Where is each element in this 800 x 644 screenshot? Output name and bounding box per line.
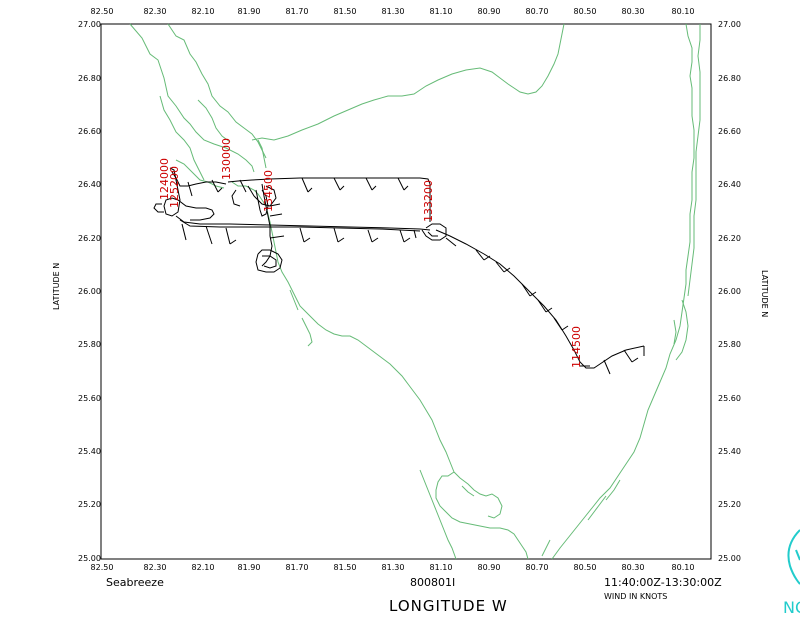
logo-text: NO bbox=[783, 598, 800, 617]
lat-tick: 25.40 bbox=[78, 447, 101, 456]
time-range: 11:40:00Z-13:30:00Z bbox=[604, 576, 722, 589]
wind-barbs bbox=[181, 177, 645, 375]
y-axis-label-left: LATITUDE N bbox=[52, 263, 61, 310]
lon-tick: 80.30 bbox=[622, 563, 645, 572]
lat-tick: 25.20 bbox=[718, 500, 741, 509]
lon-tick: 82.10 bbox=[192, 563, 215, 572]
lon-tick: 81.90 bbox=[238, 7, 261, 16]
lat-tick: 26.40 bbox=[78, 180, 101, 189]
lon-tick: 81.10 bbox=[430, 7, 453, 16]
lon-tick: 80.50 bbox=[574, 7, 597, 16]
lat-tick: 25.80 bbox=[718, 340, 741, 349]
left-latitude-tick-labels: 27.00 26.80 26.60 26.40 26.20 26.00 25.8… bbox=[78, 20, 101, 563]
lon-tick: 80.10 bbox=[672, 7, 695, 16]
lat-tick: 26.80 bbox=[718, 74, 741, 83]
flight-id: 800801I bbox=[410, 576, 455, 589]
lat-tick: 25.00 bbox=[78, 554, 101, 563]
lon-tick: 80.10 bbox=[672, 563, 695, 572]
lon-tick: 80.50 bbox=[574, 563, 597, 572]
lon-tick: 81.90 bbox=[238, 563, 261, 572]
time-label: 124000 bbox=[158, 158, 171, 200]
lat-tick: 25.60 bbox=[78, 394, 101, 403]
lat-tick: 26.00 bbox=[718, 287, 741, 296]
bottom-longitude-tick-labels: 82.50 82.30 82.10 81.90 81.70 81.50 81.3… bbox=[91, 563, 695, 572]
lon-tick: 82.30 bbox=[144, 7, 167, 16]
flight-track bbox=[153, 167, 645, 369]
lat-tick: 26.60 bbox=[718, 127, 741, 136]
lat-tick: 26.40 bbox=[718, 180, 741, 189]
x-axis-label: LONGITUDE W bbox=[389, 597, 508, 615]
lat-tick: 25.00 bbox=[718, 554, 741, 563]
time-labels: 114500 124000 130000 125200 134500 13320… bbox=[158, 138, 583, 368]
lat-tick: 26.60 bbox=[78, 127, 101, 136]
coastline bbox=[129, 23, 701, 560]
lon-tick: 80.90 bbox=[478, 7, 501, 16]
lat-tick: 25.40 bbox=[718, 447, 741, 456]
lat-tick: 26.20 bbox=[78, 234, 101, 243]
plot-frame bbox=[100, 23, 712, 560]
noaa-logo: NO bbox=[783, 529, 800, 617]
lon-tick: 81.70 bbox=[286, 563, 309, 572]
lon-tick: 81.50 bbox=[334, 563, 357, 572]
lon-tick: 81.30 bbox=[382, 7, 405, 16]
time-label: 125200 bbox=[168, 166, 181, 208]
lon-tick: 81.10 bbox=[430, 563, 453, 572]
lon-tick: 82.30 bbox=[144, 563, 167, 572]
lat-tick: 26.80 bbox=[78, 74, 101, 83]
y-axis-label-right: LATITUDE N bbox=[760, 270, 769, 317]
lon-tick: 82.10 bbox=[192, 7, 215, 16]
time-label: 133200 bbox=[422, 180, 435, 222]
lon-tick: 80.30 bbox=[622, 7, 645, 16]
project-name: Seabreeze bbox=[106, 576, 164, 589]
lat-tick: 27.00 bbox=[718, 20, 741, 29]
lat-tick: 25.20 bbox=[78, 500, 101, 509]
lat-tick: 26.20 bbox=[718, 234, 741, 243]
lon-tick: 80.90 bbox=[478, 563, 501, 572]
lat-tick: 25.80 bbox=[78, 340, 101, 349]
time-label: 134500 bbox=[262, 170, 275, 212]
right-latitude-tick-labels: 27.00 26.80 26.60 26.40 26.20 26.00 25.8… bbox=[718, 20, 741, 563]
lat-tick: 25.60 bbox=[718, 394, 741, 403]
top-longitude-tick-labels: 82.50 82.30 82.10 81.90 81.70 81.50 81.3… bbox=[91, 7, 695, 16]
lat-tick: 26.00 bbox=[78, 287, 101, 296]
lon-tick: 80.70 bbox=[526, 563, 549, 572]
time-label: 130000 bbox=[220, 138, 233, 180]
lon-tick: 82.50 bbox=[91, 7, 114, 16]
lon-tick: 82.50 bbox=[91, 563, 114, 572]
lat-tick: 27.00 bbox=[78, 20, 101, 29]
lon-tick: 80.70 bbox=[526, 7, 549, 16]
lon-tick: 81.50 bbox=[334, 7, 357, 16]
lon-tick: 81.30 bbox=[382, 563, 405, 572]
time-label: 114500 bbox=[570, 326, 583, 368]
wind-units-note: WIND IN KNOTS bbox=[604, 592, 667, 601]
lon-tick: 81.70 bbox=[286, 7, 309, 16]
